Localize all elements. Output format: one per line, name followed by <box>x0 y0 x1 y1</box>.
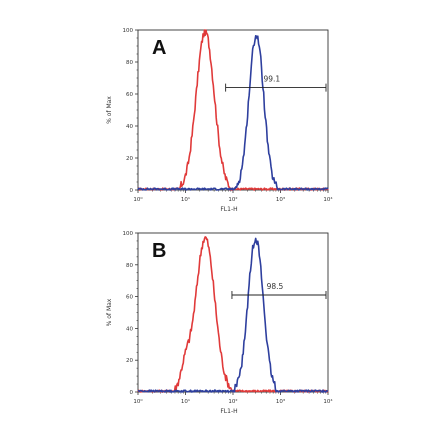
x-tick-label: 10⁰ <box>133 196 143 203</box>
y-tick-label: 20 <box>126 156 133 162</box>
y-tick-label: 100 <box>123 28 134 34</box>
x-tick-label: 10¹ <box>181 196 190 203</box>
y-tick-label: 40 <box>126 326 133 332</box>
x-tick-label: 10⁴ <box>323 196 333 203</box>
histogram-series-control <box>137 236 329 393</box>
y-tick-label: 0 <box>130 188 134 194</box>
x-tick-label: 10² <box>228 196 237 203</box>
y-tick-label: 60 <box>126 295 133 301</box>
histogram-panel-b: 0 20 40 60 80 100 10⁰ 10¹ 10² 10³ 10⁴ FL1-H % of Max… <box>106 231 333 415</box>
y-tick-label: 40 <box>126 124 133 130</box>
plot-frame <box>137 232 329 393</box>
x-axis-title: FL1-H <box>220 408 237 415</box>
gate-percentage-label: 98.5 <box>267 282 284 291</box>
x-tick-label: 10³ <box>276 196 285 203</box>
histogram-series-control <box>137 29 329 191</box>
y-tick-label: 20 <box>126 358 133 364</box>
histogram-panel-a: 0 20 40 60 80 100 10⁰ 10¹ 10² 10³ 10⁴ FL1-H % of Max… <box>106 28 333 213</box>
gate-percentage-label: 99.1 <box>263 75 280 84</box>
x-tick-label: 10³ <box>276 398 285 405</box>
y-axis-title: % of Max <box>106 298 113 326</box>
y-tick-label: 80 <box>126 263 133 269</box>
x-tick-label: 10⁰ <box>133 398 143 405</box>
x-tick-label: 10² <box>228 398 237 405</box>
y-tick-label: 0 <box>130 390 134 396</box>
x-tick-label: 10¹ <box>181 398 190 405</box>
histogram-series-stained <box>137 34 329 191</box>
histogram-series-stained <box>137 237 329 393</box>
panel-label: B <box>152 240 166 262</box>
y-tick-label: 100 <box>123 231 134 237</box>
y-tick-label: 80 <box>126 60 133 66</box>
x-axis-title: FL1-H <box>220 206 237 213</box>
y-tick-label: 60 <box>126 92 133 98</box>
plot-frame <box>137 29 329 191</box>
y-axis-title: % of Max <box>106 96 113 124</box>
x-tick-label: 10⁴ <box>323 398 333 405</box>
panel-label: A <box>152 37 166 59</box>
